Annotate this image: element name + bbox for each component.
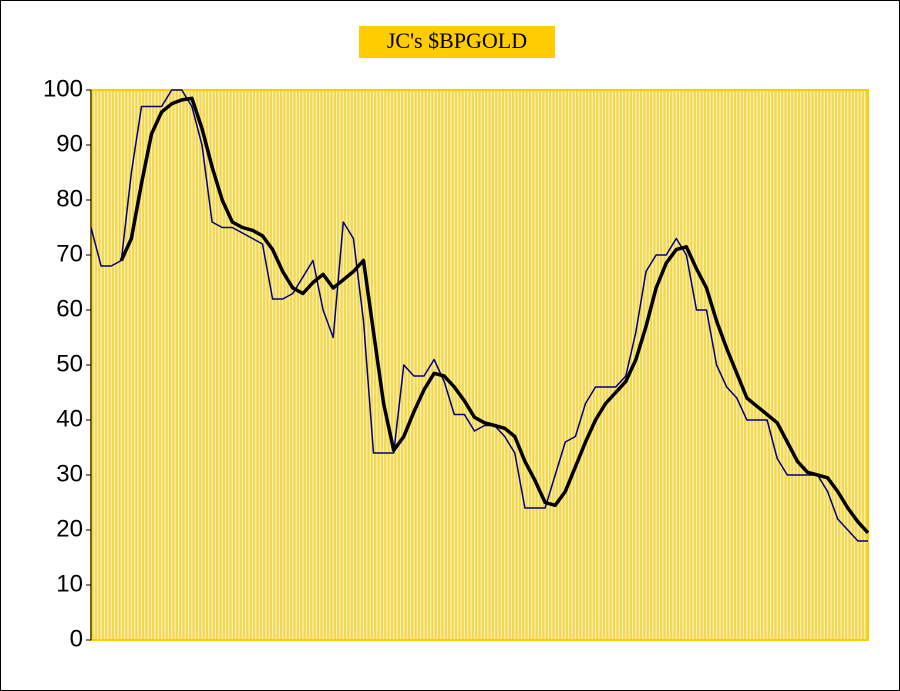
y-tick-label: 50: [56, 350, 83, 377]
y-tick-label: 80: [56, 185, 83, 212]
y-tick-label: 90: [56, 130, 83, 157]
plot-area: [91, 90, 868, 640]
y-tick-label: 70: [56, 240, 83, 267]
y-tick-label: 30: [56, 460, 83, 487]
y-tick-label: 10: [56, 570, 83, 597]
title-box: [359, 26, 555, 58]
y-tick-label: 0: [70, 625, 83, 652]
y-tick-label: 100: [43, 75, 83, 102]
y-tick-label: 60: [56, 295, 83, 322]
chart-title: JC's $BPGOLD: [387, 28, 527, 53]
line-series: [119, 96, 870, 534]
y-tick-label: 20: [56, 515, 83, 542]
y-tick-label: 40: [56, 405, 83, 432]
line-series: [90, 89, 868, 542]
